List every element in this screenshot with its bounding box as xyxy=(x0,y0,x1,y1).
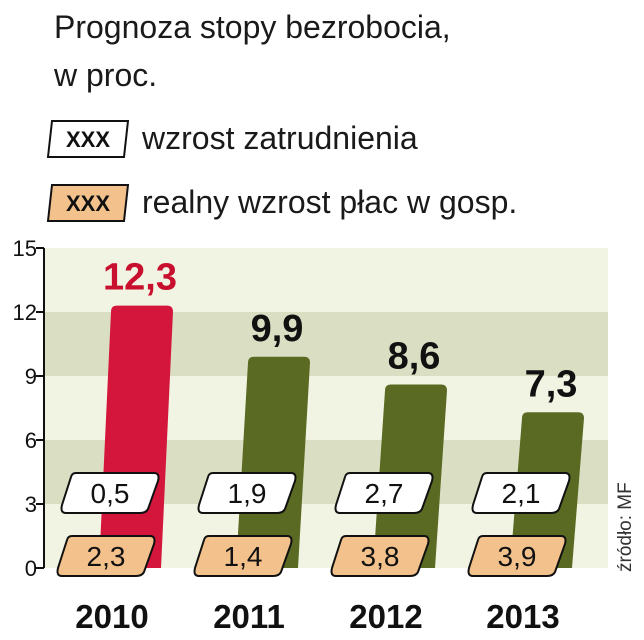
wage-growth-box xyxy=(56,535,156,577)
chart-subtitle: w proc. xyxy=(53,57,157,93)
legend-chip-text: XXX xyxy=(66,191,110,216)
wage-growth-box xyxy=(193,535,293,577)
legend-item-wages: XXX realny wzrost płac w gosp. xyxy=(46,184,517,222)
wage-growth-box-label: 2,3 xyxy=(87,541,126,572)
annotation-boxes: 0,5 1,9 2,7 2,1 2,3 1,4 3,8 3,9 xyxy=(56,472,571,577)
y-tick-label: 0 xyxy=(25,556,37,581)
employment-growth-box-label: 2,1 xyxy=(502,478,541,509)
wage-growth-box-label: 3,9 xyxy=(498,541,537,572)
employment-growth-box-label: 0,5 xyxy=(91,478,130,509)
grid-band xyxy=(44,248,608,312)
bar-value-label: 9,9 xyxy=(251,308,304,350)
y-tick-label: 12 xyxy=(13,300,37,325)
x-tick-label: 2010 xyxy=(75,598,148,635)
employment-growth-box xyxy=(334,472,434,514)
employment-growth-box xyxy=(471,472,571,514)
legend-item-employment: XXX wzrost zatrudnienia xyxy=(46,120,418,158)
source-note: źródło: MF xyxy=(615,482,636,572)
bar-value-label: 12,3 xyxy=(103,257,177,299)
bar xyxy=(99,305,173,568)
legend-chip-text: XXX xyxy=(66,127,110,152)
employment-growth-box xyxy=(197,472,297,514)
x-axis: 2010 2011 2012 2013 xyxy=(75,598,559,635)
wage-growth-box xyxy=(330,535,430,577)
employment-growth-box-label: 1,9 xyxy=(228,478,267,509)
x-tick-label: 2013 xyxy=(486,598,559,635)
y-tick-label: 6 xyxy=(25,428,37,453)
y-tick-label: 3 xyxy=(25,492,37,517)
x-tick-label: 2012 xyxy=(349,598,422,635)
wage-growth-box-label: 3,8 xyxy=(361,541,400,572)
legend: XXX wzrost zatrudnienia XXX realny wzros… xyxy=(46,120,517,222)
bar xyxy=(236,356,310,568)
legend-chip-orange xyxy=(46,184,130,222)
x-tick-label: 2011 xyxy=(213,598,285,635)
y-tick-label: 9 xyxy=(25,364,37,389)
y-tick-label: 15 xyxy=(13,236,37,261)
wage-growth-box-label: 1,4 xyxy=(224,541,263,572)
legend-chip-white xyxy=(46,120,130,158)
bar-value-label: 8,6 xyxy=(388,336,441,378)
legend-label-wages: realny wzrost płac w gosp. xyxy=(142,184,517,220)
legend-label-employment: wzrost zatrudnienia xyxy=(141,120,418,156)
y-axis: 0 3 6 9 12 15 xyxy=(13,236,45,581)
bar-value-label: 7,3 xyxy=(525,363,578,405)
employment-growth-box-label: 2,7 xyxy=(365,478,404,509)
employment-growth-box xyxy=(60,472,160,514)
chart-title: Prognoza stopy bezrobocia, xyxy=(54,9,451,45)
wage-growth-box xyxy=(467,535,567,577)
